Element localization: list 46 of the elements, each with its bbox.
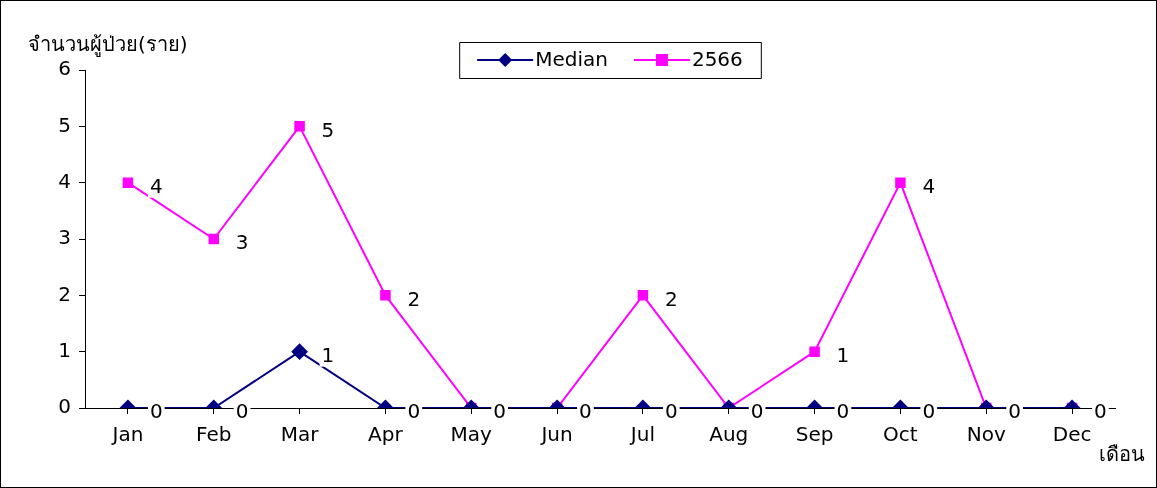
data-label: 2 [664,286,678,311]
legend-label: Median [535,47,608,72]
data-label: 4 [922,173,936,198]
x-tick-label: Jul [628,422,655,447]
data-label: 4 [149,173,163,198]
data-label: 5 [321,117,335,142]
x-axis-title: เดือน [1099,442,1145,467]
x-tick-label: Aug [709,422,749,447]
data-label: 0 [836,399,850,424]
y-tick-label: 1 [58,337,71,362]
y-tick-label: 4 [58,168,71,193]
data-label: 3 [235,230,249,255]
data-label: 0 [235,399,249,424]
data-label: 0 [1094,399,1107,424]
data-label: 0 [1008,399,1021,424]
point [122,177,134,188]
x-tick-label: Sep [795,422,834,447]
data-label: 0 [407,399,421,424]
y-axis-title: จำนวนผู้ป่วย(ราย) [28,32,188,58]
point [294,121,305,132]
y-tick-label: 6 [58,56,71,81]
x-tick-label: Jun [539,422,573,447]
data-label: 0 [579,399,592,424]
x-tick-label: Apr [368,422,404,447]
x-tick-label: Mar [280,422,320,447]
x-tick-label: Nov [966,422,1006,447]
y-tick-label: 3 [58,225,71,250]
x-tick-label: May [450,422,493,447]
data-label: 0 [493,399,506,424]
legend-label: 2566 [691,47,743,72]
y-tick-label: 5 [58,112,71,137]
data-label: 0 [922,399,936,424]
data-label: 0 [750,399,764,424]
data-label: 2 [407,286,421,311]
x-tick-label: Dec [1052,422,1092,447]
data-label: 0 [149,399,163,424]
point [895,177,906,188]
point [208,233,219,245]
data-label: 1 [321,342,335,367]
data-label: 0 [664,399,678,424]
x-tick-label: Oct [883,422,918,447]
data-label: 1 [836,342,850,367]
x-tick-label: Feb [196,422,232,447]
x-tick-label: Jan [110,422,144,447]
y-tick-label: 2 [58,281,71,306]
y-tick-label: 0 [58,394,71,419]
